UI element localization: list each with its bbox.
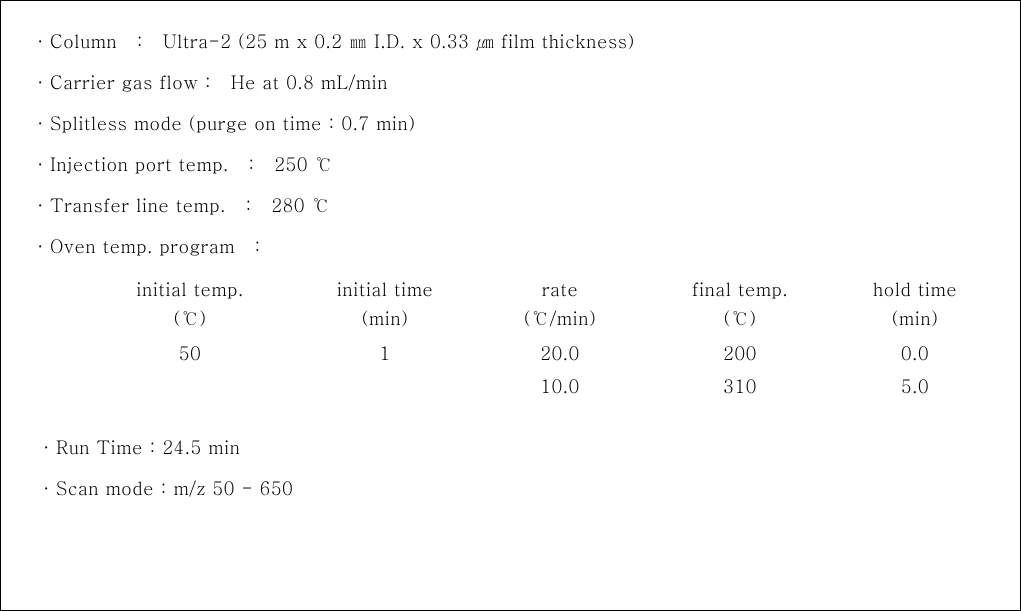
table-cell: 20.0 xyxy=(475,339,645,368)
oven-program-table: initial temp. initial time rate final te… xyxy=(85,275,992,405)
col-header: rate xyxy=(475,275,645,304)
col-unit: (min) xyxy=(835,304,995,333)
table-cell: 200 xyxy=(645,339,835,368)
table-cell: 0.0 xyxy=(835,339,995,368)
param-splitless: · Splitless mode (purge on time : 0.7 mi… xyxy=(37,111,992,136)
table-cell: 1 xyxy=(295,339,475,368)
table-cell xyxy=(85,372,295,401)
param-carrier-gas: · Carrier gas flow : He at 0.8 mL/min xyxy=(37,70,992,95)
param-injection-temp: · Injection port temp. : 250 ℃ xyxy=(37,152,992,177)
col-header: initial time xyxy=(295,275,475,304)
table-cell: 10.0 xyxy=(475,372,645,401)
col-header: hold time xyxy=(835,275,995,304)
col-header: final temp. xyxy=(645,275,835,304)
spacer xyxy=(37,417,992,435)
col-unit: (min) xyxy=(295,304,475,333)
param-scan-mode: · Scan mode : m/z 50 - 650 xyxy=(37,476,992,501)
col-header: initial temp. xyxy=(85,275,295,304)
document-frame: · Column : Ultra-2 (25 m x 0.2 ㎜ I.D. x … xyxy=(0,0,1021,611)
table-cell: 5.0 xyxy=(835,372,995,401)
param-run-time: · Run Time : 24.5 min xyxy=(37,435,992,460)
col-unit: (℃) xyxy=(645,304,835,333)
param-oven-program: · Oven temp. program : xyxy=(37,234,992,259)
table-cell xyxy=(295,372,475,401)
param-transfer-temp: · Transfer line temp. : 280 ℃ xyxy=(37,193,992,218)
table-cell: 310 xyxy=(645,372,835,401)
param-column: · Column : Ultra-2 (25 m x 0.2 ㎜ I.D. x … xyxy=(37,29,992,54)
col-unit: (℃) xyxy=(85,304,295,333)
table-cell: 50 xyxy=(85,339,295,368)
col-unit: (℃/min) xyxy=(475,304,645,333)
